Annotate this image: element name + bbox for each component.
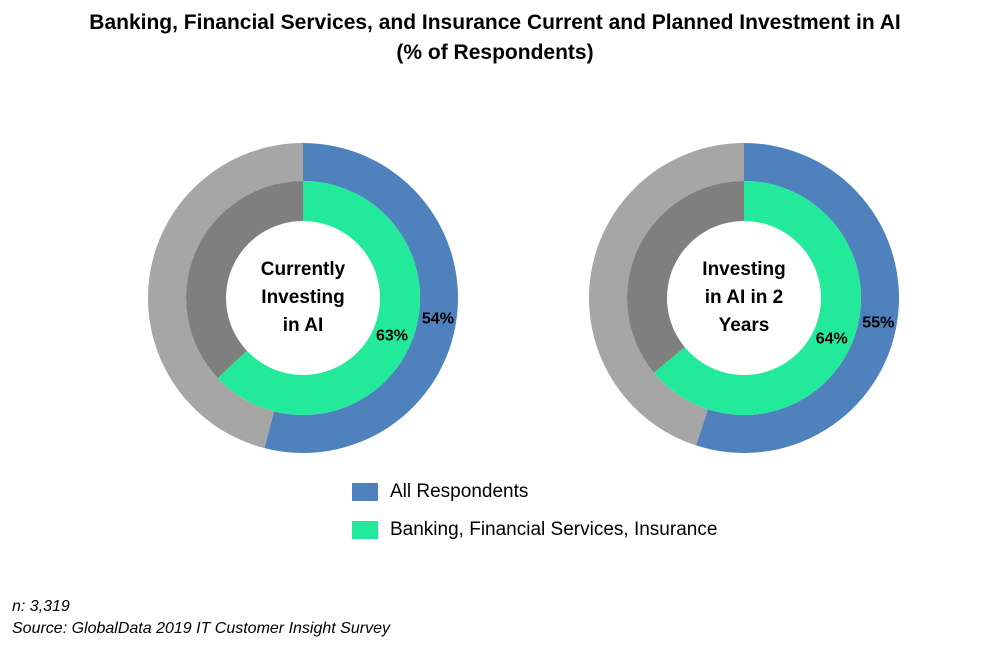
chart-2-center-label: Investing in AI in 2 Years	[702, 259, 785, 336]
chart-1-outer-ring-value-slice	[264, 143, 459, 454]
chart-1-center-label-line: in AI	[283, 315, 323, 336]
sample-size-note: n: 3,319	[12, 598, 70, 615]
legend-item-all-respondents: All Respondents	[352, 478, 717, 506]
legend-item-bfsi: Banking, Financial Services, Insurance	[352, 516, 717, 544]
chart-title: Banking, Financial Services, and Insuran…	[0, 8, 990, 68]
chart-title-line1: Banking, Financial Services, and Insuran…	[89, 11, 901, 34]
legend-label-all-respondents: All Respondents	[390, 481, 529, 502]
chart-1-outer-data-label: 54%	[422, 310, 454, 327]
chart-2-outer-data-label: 55%	[862, 314, 894, 331]
legend-label-bfsi: Banking, Financial Services, Insurance	[390, 519, 718, 540]
chart-1-inner-data-label: 63%	[376, 328, 408, 345]
chart-2-outer-ring-value-slice	[696, 143, 900, 454]
source-note: Source: GlobalData 2019 IT Customer Insi…	[12, 620, 390, 637]
chart-1-inner-ring-value-slice	[217, 181, 421, 416]
legend-swatch-all-respondents	[352, 483, 378, 501]
chart-1-center-label-line: Currently	[261, 259, 346, 280]
chart-2-inner-data-label: 64%	[816, 331, 848, 348]
chart-2-outer-ring-remainder-slice	[589, 143, 744, 446]
chart-1-center-label-line: Investing	[261, 287, 344, 308]
chart-1-inner-ring-remainder-slice	[186, 181, 303, 379]
chart-2-inner-ring-remainder-slice	[627, 181, 744, 373]
chart-2-center-label-line: Investing	[702, 259, 785, 280]
footer: n: 3,319 Source: GlobalData 2019 IT Cust…	[12, 596, 390, 640]
chart-2-center-label-line: in AI in 2	[705, 287, 783, 308]
chart-2-center-label-line: Years	[719, 315, 770, 336]
chart-1-outer-ring-remainder-slice	[147, 143, 303, 449]
legend-swatch-bfsi	[352, 521, 378, 539]
chart-2-inner-ring-value-slice	[653, 181, 861, 416]
chart-1-center-label: Currently Investing in AI	[261, 259, 346, 336]
legend: All Respondents Banking, Financial Servi…	[352, 478, 717, 554]
chart-title-line2: (% of Respondents)	[396, 41, 594, 64]
